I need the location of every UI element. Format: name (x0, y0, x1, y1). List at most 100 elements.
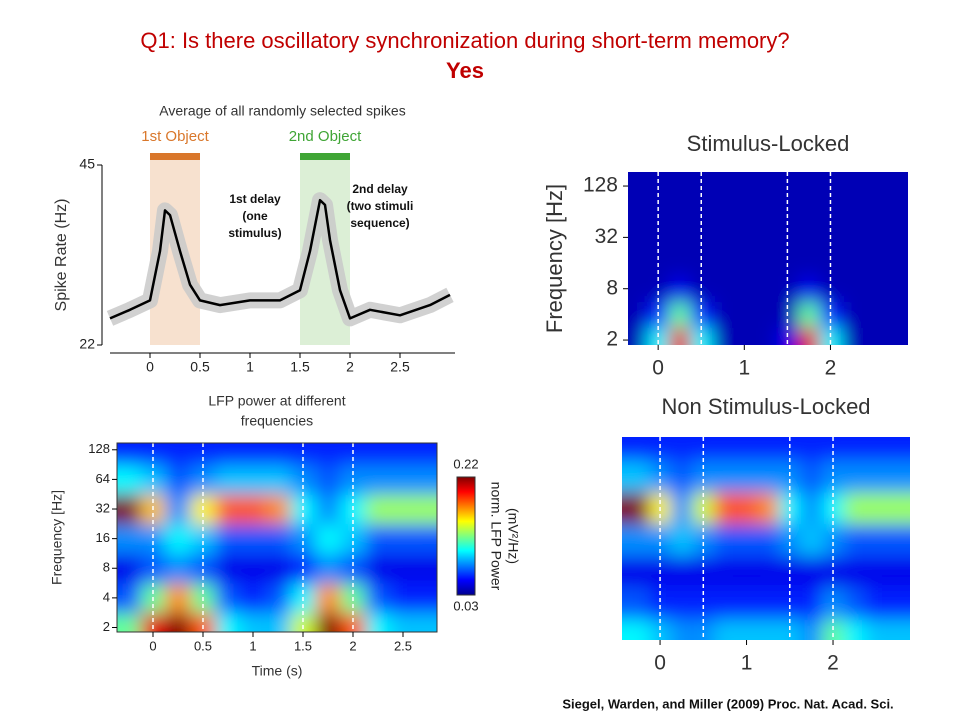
heatmap-cell (865, 587, 888, 620)
heatmap-cell (798, 224, 821, 251)
heatmap-cell (798, 327, 821, 345)
heatmap-cell (692, 437, 715, 461)
heatmap-cell (862, 198, 885, 226)
heatmap-cell (649, 437, 672, 461)
heatmap-cell (240, 523, 266, 554)
heatmap-cell (628, 301, 648, 328)
heatmap-cell (819, 198, 842, 226)
heatmap-cell (668, 301, 691, 328)
heatmap-cell (365, 443, 391, 466)
heatmap-cell (315, 464, 341, 495)
heatmap-cell (843, 523, 866, 557)
heatmap-cell (712, 301, 735, 328)
heatmap-cell (365, 464, 391, 495)
chart-title: Average of all randomly selected spikes (159, 103, 405, 119)
y-tick-label: 8 (103, 560, 110, 575)
y-axis-label: Frequency [Hz] (49, 490, 65, 585)
heatmap-cell (670, 555, 693, 588)
plot: 0 1 2 (622, 437, 910, 675)
heatmap-cell (800, 492, 823, 525)
plot: 0.03 0.22 norm. LFP Power (mV²/Hz) 0 0.5 1 1.5 2… (49, 441, 522, 678)
heatmap-cell (265, 523, 291, 554)
x-tick-label: 0 (654, 652, 666, 675)
heatmap-cell (735, 555, 758, 588)
x-tick-label: 2 (346, 359, 354, 375)
heatmap-cell (649, 523, 672, 557)
heatmap-cell (714, 523, 737, 557)
heatmap-cell (712, 275, 735, 303)
heatmap-cell (649, 587, 672, 620)
heatmap-cell (668, 275, 691, 303)
heatmap-cell (800, 587, 823, 620)
heatmap-cell (622, 523, 650, 557)
stimulus-bar (300, 153, 350, 160)
heatmap-cell (165, 612, 191, 632)
heatmap-cell (822, 523, 845, 557)
heatmap-cell (776, 327, 799, 345)
heatmap-cell (733, 224, 756, 251)
x-tick-label: 1.5 (294, 638, 312, 653)
heatmap-cell (315, 553, 341, 584)
heatmap-cell (390, 553, 416, 584)
colorbar-tick-label: 0.03 (453, 598, 478, 613)
y-tick-label: 22 (79, 336, 95, 352)
x-tick-label: 0.5 (190, 359, 210, 375)
heatmap-cell (714, 437, 737, 461)
heatmap-cell (690, 172, 713, 200)
heatmap-cell (265, 612, 291, 632)
y-axis-label: Frequency [Hz] (542, 184, 567, 333)
heatmap-cell (862, 275, 885, 303)
y-tick-label: 8 (606, 276, 618, 299)
heatmap-cell (340, 612, 366, 632)
heatmap-cell (884, 301, 908, 328)
heatmap-cell (668, 250, 691, 277)
colorbar-tick-label: 0.22 (453, 456, 478, 471)
heatmap-cell (240, 464, 266, 495)
heatmap-cell (714, 492, 737, 525)
heatmap-cell (778, 437, 802, 461)
x-tick-label: 1 (741, 652, 753, 675)
colorbar-label: (mV²/Hz) (505, 508, 521, 564)
heatmap-cell (649, 460, 672, 493)
x-tick-label: 1.5 (290, 359, 310, 375)
plot: 1st Object 2nd Object 1st delay (one stimulu… (53, 128, 455, 375)
heatmap-cells (622, 437, 910, 640)
heatmap-cell (865, 555, 888, 588)
heatmap-cell (390, 583, 416, 614)
heatmap-cell (755, 275, 778, 303)
heatmap-cell (117, 523, 141, 554)
heatmap-cell (315, 494, 341, 525)
heatmap-cell (622, 492, 650, 525)
heatmap-cell (798, 301, 821, 328)
heatmap-cell (800, 460, 823, 493)
plot: 0 1 2 2 8 32 128 Frequency [Hz] (542, 172, 908, 380)
heatmap-cell (390, 494, 416, 525)
heatmap-cell (117, 612, 141, 632)
heatmap-cell (757, 555, 780, 588)
heatmap-cell (668, 327, 691, 345)
heatmap-cell (862, 327, 885, 345)
heatmap-cell (862, 250, 885, 277)
heatmap-cell (622, 587, 650, 620)
heatmap-cell (887, 492, 910, 525)
y-tick-label: 16 (96, 530, 110, 545)
heatmap-cell (757, 587, 780, 620)
heatmap-cell (757, 437, 780, 461)
heatmap-cell (714, 587, 737, 620)
heatmap-cell (390, 523, 416, 554)
heatmap-cell (415, 612, 437, 632)
heatmap-cell (215, 612, 241, 632)
heatmap-cell (865, 523, 888, 557)
heatmap-cell (884, 327, 908, 345)
y-tick-label: 32 (96, 500, 110, 515)
heatmap-cell (670, 587, 693, 620)
heatmap-cell (415, 494, 437, 525)
heatmap-cell (628, 224, 648, 251)
heatmap-cell (822, 587, 845, 620)
heatmap-cell (117, 464, 141, 495)
delay-note: 2nd delay (352, 182, 408, 196)
heatmap-cell (315, 612, 341, 632)
heatmap-cell (315, 583, 341, 614)
heatmap-cell (735, 492, 758, 525)
heatmap-cell (757, 460, 780, 493)
